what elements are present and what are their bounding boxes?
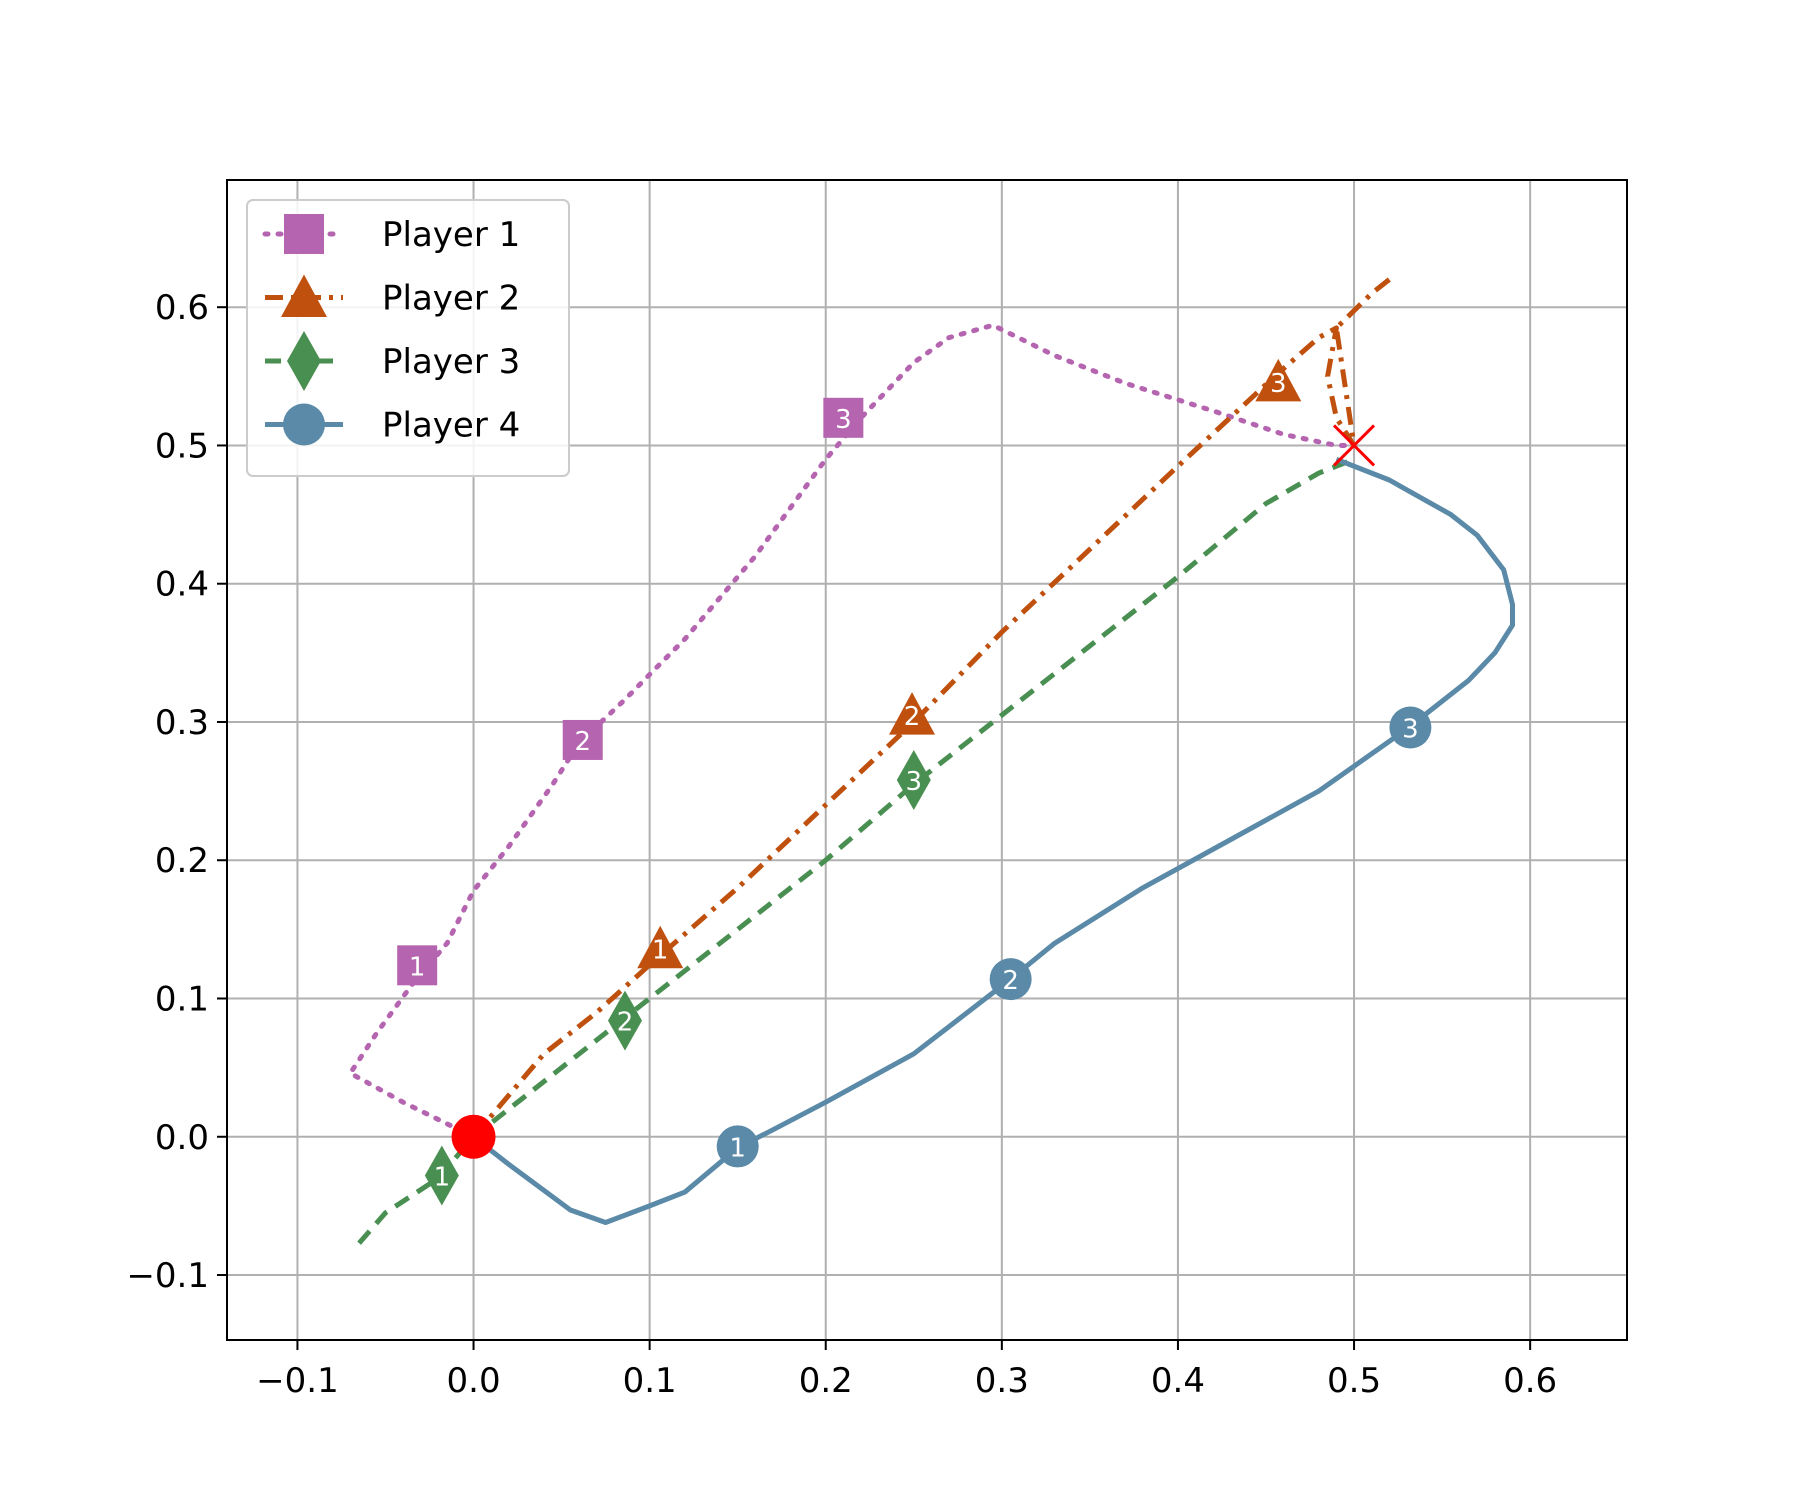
tick-layer: −0.1 0.0 0.1 0.2 0.3 0.4 0.5 0.6 −0.1 0.0 0.1 0.2 0.…	[126, 288, 1557, 1401]
series-marker	[397, 945, 438, 986]
legend-label: Player 3	[382, 342, 520, 382]
legend-label: Player 4	[382, 406, 520, 446]
marker-label: 2	[1002, 966, 1019, 996]
y-tick-label: −0.1	[126, 1256, 209, 1296]
series-marker	[716, 1125, 759, 1168]
marker-label: 3	[906, 767, 923, 797]
marker-label: 3	[835, 405, 852, 435]
start-point	[451, 1114, 496, 1159]
marker-label: 2	[574, 727, 591, 757]
legend-item: Player 3	[265, 331, 520, 391]
series-marker	[823, 397, 864, 438]
x-tick-label: 0.1	[623, 1361, 677, 1401]
y-tick-label: 0.0	[155, 1118, 209, 1158]
series-1: 1 2 3	[347, 322, 1357, 1140]
series-marker	[1255, 358, 1302, 402]
legend-box	[246, 199, 570, 477]
x-tick-label: 0.6	[1503, 1361, 1557, 1401]
series-marker	[562, 719, 603, 760]
legend-marker	[287, 331, 321, 391]
legend-marker	[283, 403, 325, 446]
legend: Player 1 Player 2 Player 3 Player 4	[246, 199, 570, 477]
legend-label: Player 2	[382, 279, 520, 319]
legend-item: Player 4	[265, 403, 520, 446]
marker-label: 2	[904, 702, 921, 732]
marker-label: 1	[729, 1133, 746, 1163]
legend-item: Player 2	[265, 274, 520, 319]
goal-cross-line	[1332, 424, 1376, 467]
series-line	[471, 456, 1515, 1225]
point-layer	[451, 424, 1376, 1159]
x-tick-label: 0.4	[1151, 1361, 1205, 1401]
goal-point	[1332, 424, 1376, 467]
grid-layer	[227, 180, 1627, 1340]
x-tick-label: 0.5	[1327, 1361, 1381, 1401]
series-layer: 1 2 3 1 2 3 1 2 3 1 2 3	[347, 277, 1515, 1245]
y-tick-label: 0.3	[155, 703, 209, 743]
series-marker	[607, 990, 642, 1051]
y-tick-label: 0.1	[155, 979, 209, 1019]
y-tick-label: 0.5	[155, 426, 209, 466]
marker-label: 3	[1402, 715, 1419, 745]
series-marker	[637, 925, 684, 969]
series-marker	[1389, 706, 1432, 749]
series-4: 1 2 3	[471, 456, 1515, 1225]
y-tick-label: 0.2	[155, 841, 209, 881]
marker-label: 3	[1270, 369, 1287, 399]
legend-marker	[281, 274, 327, 318]
series-marker	[424, 1145, 459, 1206]
legend-marker	[284, 214, 324, 254]
x-tick-label: 0.3	[975, 1361, 1029, 1401]
y-tick-label: 0.6	[155, 288, 209, 328]
marker-label: 1	[409, 952, 426, 982]
legend-item: Player 1	[262, 214, 520, 255]
legend-label: Player 1	[382, 215, 520, 255]
x-tick-label: 0.2	[799, 1361, 853, 1401]
y-tick-label: 0.4	[155, 565, 209, 605]
series-marker	[989, 958, 1032, 1001]
axes-frame	[226, 179, 1628, 1341]
x-tick-label: 0.0	[447, 1361, 501, 1401]
series-line	[357, 456, 1355, 1245]
series-marker	[889, 692, 936, 735]
marker-label: 1	[434, 1162, 451, 1192]
series-marker	[896, 750, 931, 811]
marker-label: 1	[652, 936, 669, 966]
marker-label: 2	[617, 1008, 634, 1038]
x-tick-label: −0.1	[256, 1361, 339, 1401]
series-3: 1 2 3	[357, 456, 1355, 1245]
